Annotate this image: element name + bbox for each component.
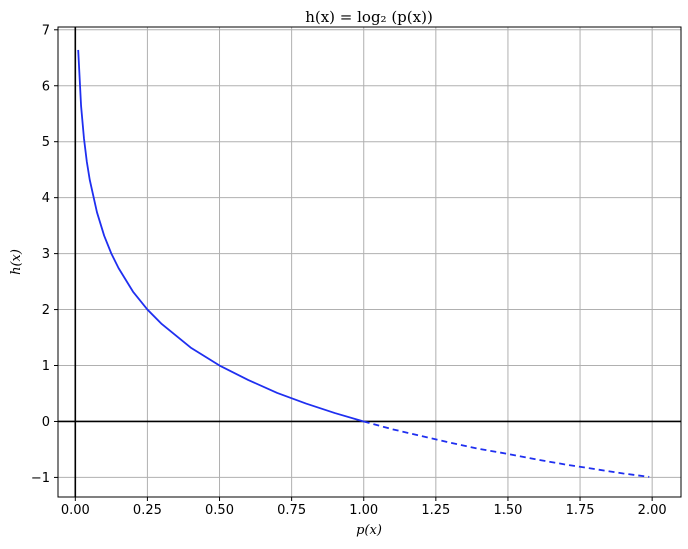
x-axis: 0.00 0.25 0.50 0.75 1.00 1.25 1.50 1.75 2.00 bbox=[61, 497, 667, 518]
y-tick-label: 2 bbox=[42, 303, 50, 318]
y-tick-label: −1 bbox=[31, 471, 50, 486]
x-tick-label: 1.00 bbox=[349, 503, 378, 518]
solid-series-line bbox=[77, 49, 364, 423]
y-tick-label: 1 bbox=[42, 359, 50, 374]
x-tick-label: 0.25 bbox=[133, 503, 162, 518]
y-tick-label: 7 bbox=[42, 23, 50, 38]
x-axis-label: p(x) bbox=[356, 523, 382, 538]
plot-frame bbox=[57, 26, 682, 498]
dashed-series-line bbox=[363, 420, 650, 478]
y-tick-label: 0 bbox=[42, 415, 50, 430]
grid bbox=[58, 27, 681, 497]
x-tick-label: 1.25 bbox=[421, 503, 450, 518]
series-group bbox=[77, 49, 650, 478]
y-axis: −1 0 1 2 3 4 5 6 7 bbox=[31, 23, 58, 486]
x-tick-label: 0.00 bbox=[61, 503, 90, 518]
x-tick-label: 2.00 bbox=[638, 503, 667, 518]
y-tick-label: 4 bbox=[42, 191, 50, 206]
y-tick-label: 6 bbox=[42, 79, 50, 94]
chart-title: h(x) = log₂ (p(x)) bbox=[305, 8, 433, 26]
y-tick-label: 5 bbox=[42, 135, 50, 150]
x-tick-label: 1.50 bbox=[493, 503, 522, 518]
y-tick-label: 3 bbox=[42, 247, 50, 262]
x-tick-label: 0.50 bbox=[205, 503, 234, 518]
x-tick-label: 0.75 bbox=[277, 503, 306, 518]
y-axis-label: h(x) bbox=[9, 249, 24, 275]
reference-lines bbox=[58, 27, 681, 497]
x-tick-label: 1.75 bbox=[566, 503, 595, 518]
